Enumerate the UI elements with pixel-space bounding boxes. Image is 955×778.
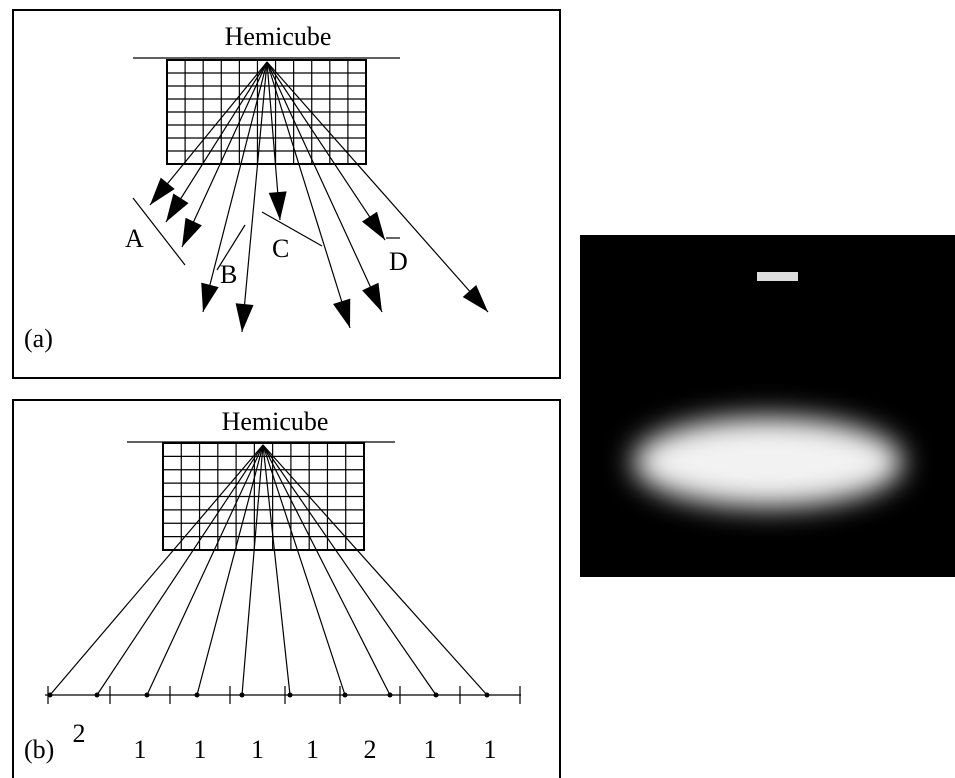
- ray: [97, 445, 263, 695]
- panel-a-frame: [13, 10, 560, 378]
- ray: [263, 445, 487, 695]
- sample-count: 1: [424, 735, 437, 764]
- panel-b: Hemicube (b) 2 1 1 1 1 2 1 1: [24, 407, 521, 764]
- label-b: B: [220, 260, 237, 289]
- light-spot: [633, 417, 903, 507]
- arrowhead: [182, 218, 202, 247]
- ray: [267, 62, 488, 312]
- panel-a-title: Hemicube: [225, 22, 332, 51]
- arrowhead: [362, 283, 382, 312]
- panel-b-title: Hemicube: [222, 407, 329, 436]
- ray: [50, 445, 263, 695]
- panel-a-caption: (a): [24, 324, 53, 353]
- arrowhead: [201, 283, 218, 312]
- panel-b-caption: (b): [24, 735, 54, 764]
- light-source: [757, 272, 798, 281]
- ray: [263, 445, 390, 695]
- label-a: A: [125, 224, 144, 253]
- sample-count: 1: [251, 735, 264, 764]
- surface: [262, 212, 322, 246]
- arrowhead: [236, 303, 254, 332]
- sample-count: 1: [194, 735, 207, 764]
- sample-count: 2: [73, 719, 86, 748]
- ray: [242, 62, 267, 332]
- ray: [263, 445, 345, 695]
- ray: [182, 62, 267, 247]
- label-c: C: [272, 234, 289, 263]
- panel-a: Hemicube A B C D (a): [24, 22, 488, 353]
- arrowhead: [269, 191, 287, 220]
- image-background: [580, 235, 955, 577]
- ray: [263, 445, 436, 695]
- label-d: D: [389, 247, 408, 276]
- arrowhead: [362, 212, 385, 240]
- arrowhead: [150, 178, 175, 205]
- arrowhead: [166, 194, 189, 222]
- render-image: [580, 235, 955, 577]
- sample-count: 1: [484, 735, 497, 764]
- arrowhead: [463, 285, 488, 312]
- sample-count: 2: [364, 735, 377, 764]
- figure: Hemicube A B C D (a) Hemicube (b) 2 1 1 1 1 2…: [0, 0, 955, 778]
- ray: [263, 445, 290, 695]
- arrowhead: [333, 299, 350, 328]
- sample-count: 1: [306, 735, 319, 764]
- sample-count: 1: [134, 735, 147, 764]
